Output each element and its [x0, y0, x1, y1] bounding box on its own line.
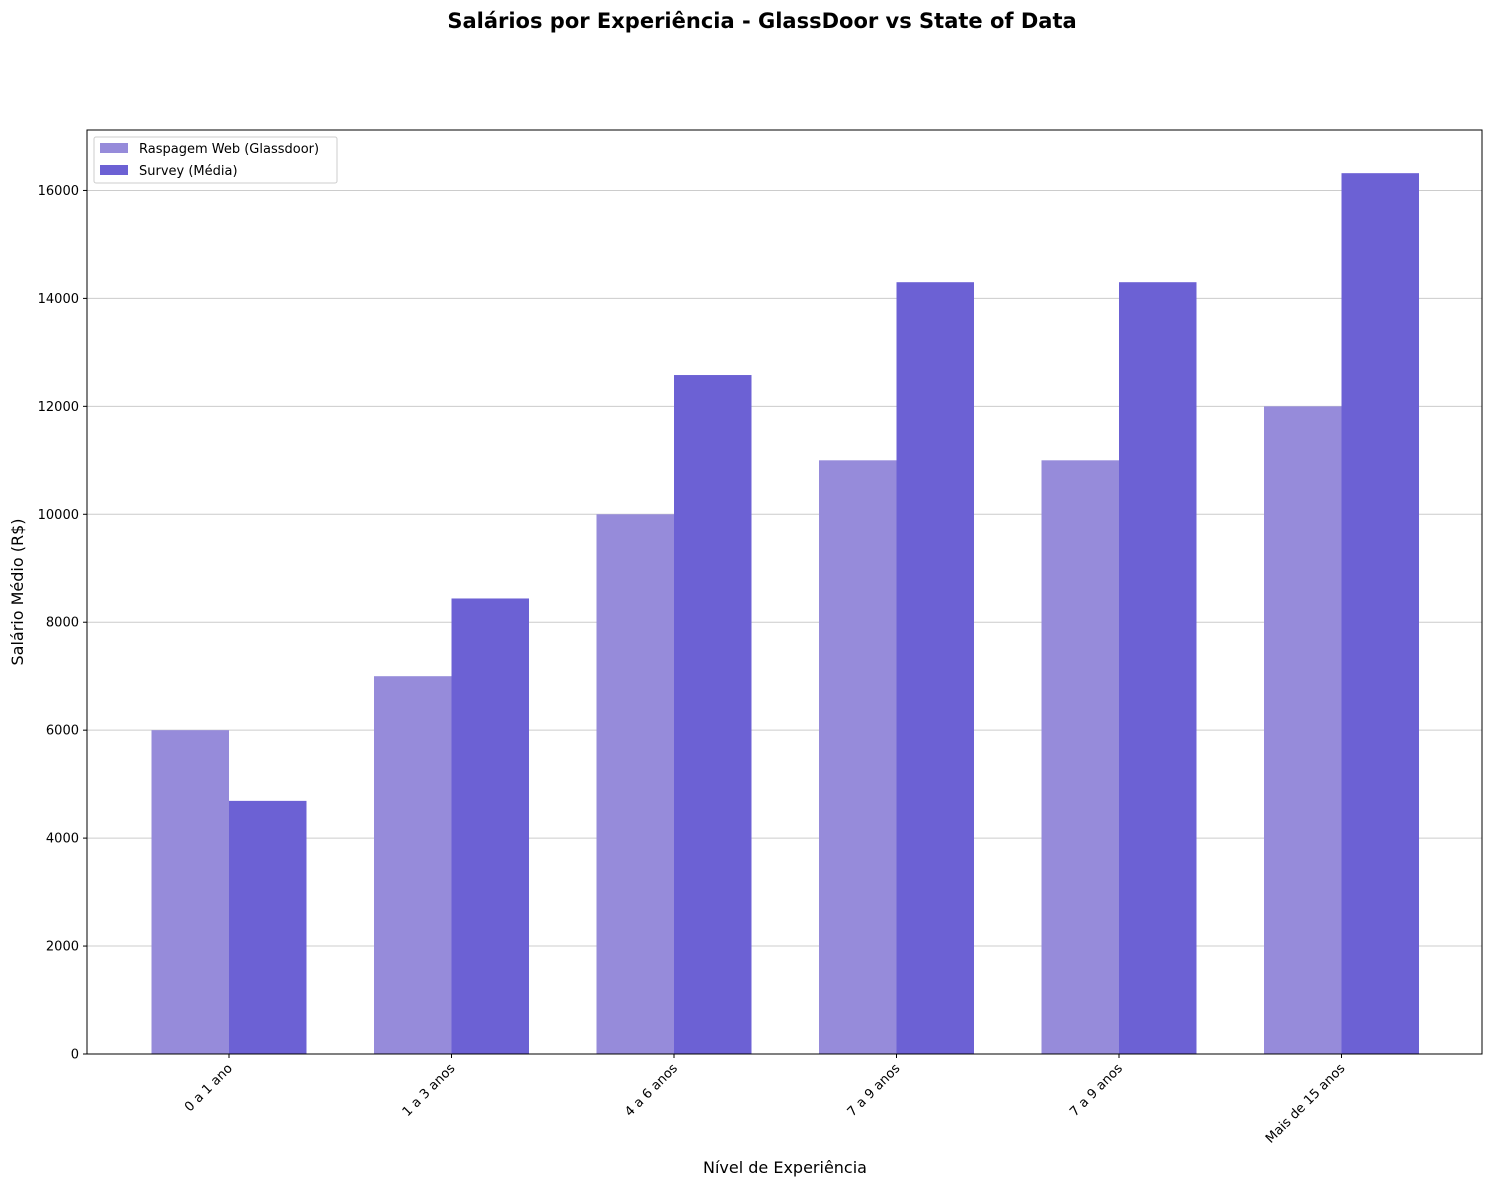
y-tick-label: 8000 — [46, 616, 79, 631]
y-tick-label: 16000 — [38, 184, 79, 199]
bar-glassdoor — [1041, 460, 1119, 1054]
bar-glassdoor — [819, 460, 897, 1054]
y-tick-label: 4000 — [46, 832, 79, 847]
legend-label: Raspagem Web (Glassdoor) — [139, 142, 319, 157]
bar-glassdoor — [374, 676, 452, 1054]
bar-survey — [229, 800, 307, 1054]
x-tick-label: 7 a 9 anos — [1067, 1061, 1126, 1120]
bar-glassdoor — [596, 514, 674, 1054]
x-tick-label: 7 a 9 anos — [845, 1061, 904, 1120]
x-tick-label: 1 a 3 anos — [400, 1061, 459, 1120]
bars — [151, 173, 1419, 1055]
bar-survey — [451, 598, 529, 1054]
y-tick-label: 10000 — [38, 508, 79, 523]
chart-title: Salários por Experiência - GlassDoor vs … — [447, 9, 1076, 33]
bar-survey — [1119, 282, 1197, 1054]
x-tick-label: 4 a 6 anos — [622, 1061, 681, 1120]
x-tick-label: Mais de 15 anos — [1263, 1061, 1349, 1147]
y-tick-label: 12000 — [38, 400, 79, 415]
bar-glassdoor — [151, 730, 229, 1054]
legend-label: Survey (Média) — [139, 164, 238, 179]
y-tick-label: 2000 — [46, 940, 79, 955]
legend-swatch — [100, 165, 128, 175]
gridlines — [87, 189, 1482, 947]
y-axis-label: Salário Médio (R$) — [8, 518, 27, 665]
y-tick-label: 14000 — [38, 292, 79, 307]
bar-survey — [1341, 173, 1419, 1055]
y-tick-label: 0 — [71, 1048, 79, 1063]
y-tick-label: 6000 — [46, 724, 79, 739]
legend-swatch — [100, 143, 128, 153]
bar-glassdoor — [1264, 406, 1342, 1055]
bar-survey — [896, 282, 974, 1054]
x-tick-label: 0 a 1 ano — [182, 1061, 236, 1115]
x-ticks: 0 a 1 ano 1 a 3 anos 4 a 6 anos 7 a 9 anos 7… — [182, 1054, 1348, 1147]
x-axis-label: Nível de Experiência — [703, 1158, 867, 1177]
bar-survey — [674, 375, 752, 1054]
legend: Raspagem Web (Glassdoor) Survey (Média) — [93, 136, 338, 184]
legend-box — [93, 136, 338, 184]
plot-frame — [86, 129, 1483, 1055]
y-ticks: 0 2000 4000 6000 8000 10000 12000 14000 16000 — [38, 184, 87, 1063]
